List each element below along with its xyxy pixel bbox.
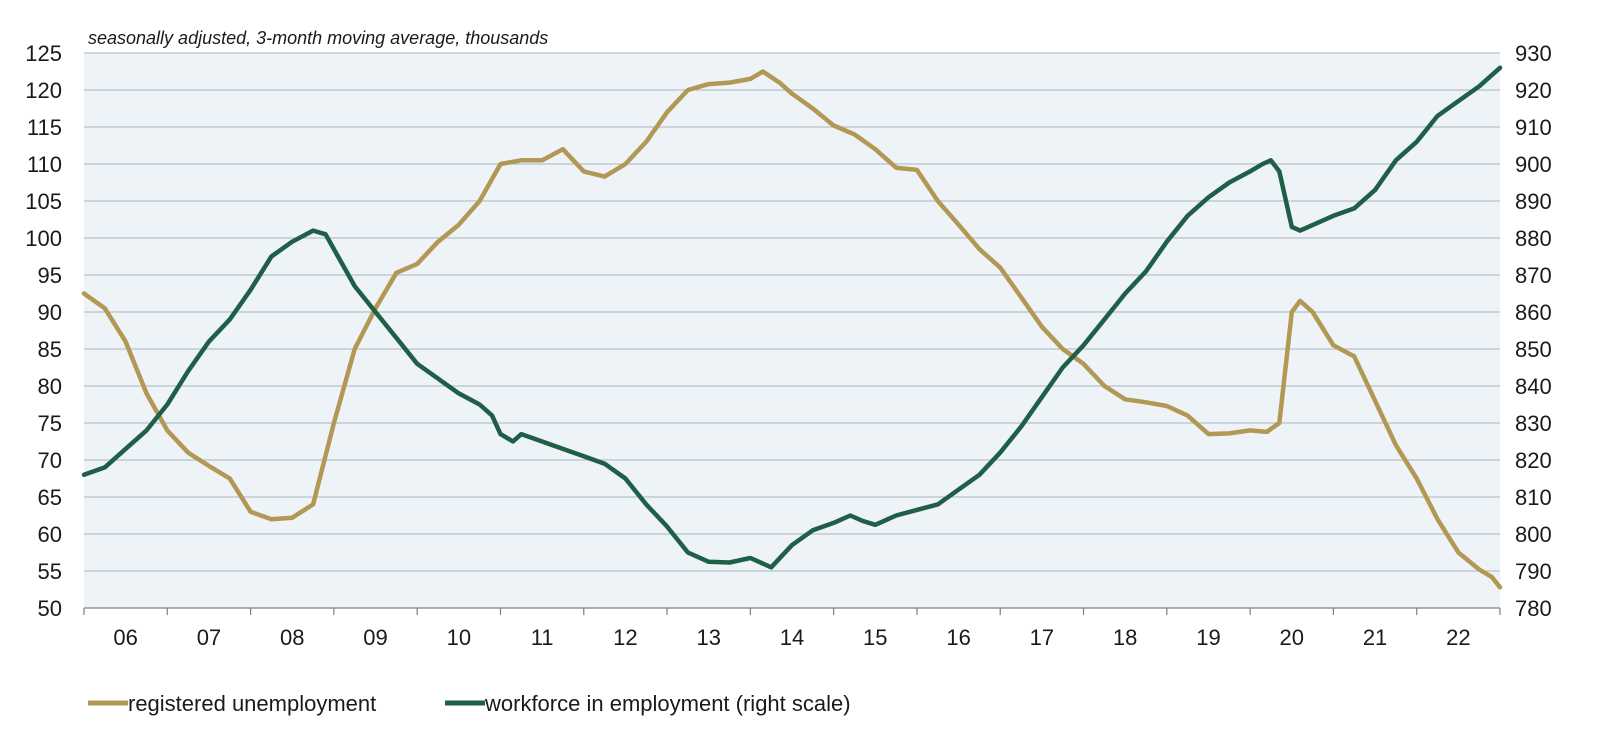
y-left-tick-label: 90	[38, 300, 62, 325]
y-left-tick-label: 70	[38, 448, 62, 473]
y-right-tick-label: 870	[1515, 263, 1552, 288]
y-right-tick-label: 830	[1515, 411, 1552, 436]
y-right-tick-label: 860	[1515, 300, 1552, 325]
left-axis-ticks: 50 55 60 65 70 75 80 85 90 95 100 105 110 115 120 125	[25, 41, 62, 621]
y-left-tick-label: 125	[25, 41, 62, 66]
x-tick-label: 20	[1280, 625, 1304, 650]
y-right-tick-label: 880	[1515, 226, 1552, 251]
x-axis: 06 07 08 09 10 11 12 13 14 15 16 17 18 19 20 21 22	[83, 607, 1501, 650]
y-left-tick-label: 105	[25, 189, 62, 214]
y-right-tick-label: 850	[1515, 337, 1552, 362]
x-tick-label: 12	[613, 625, 637, 650]
y-left-tick-label: 85	[38, 337, 62, 362]
y-left-tick-label: 65	[38, 485, 62, 510]
y-left-tick-label: 110	[27, 152, 62, 177]
x-tick-label: 06	[113, 625, 137, 650]
x-tick-label: 17	[1030, 625, 1054, 650]
y-left-tick-label: 55	[38, 559, 62, 584]
legend: registered unemployment workforce in emp…	[88, 691, 851, 716]
x-tick-label: 21	[1363, 625, 1387, 650]
x-tick-label: 11	[531, 625, 554, 650]
x-tick-label: 18	[1113, 625, 1137, 650]
x-tick-label: 07	[197, 625, 221, 650]
gridlines	[84, 52, 1500, 572]
y-right-tick-label: 840	[1515, 374, 1552, 399]
x-tick-label: 14	[780, 625, 804, 650]
series-lines	[81, 65, 1503, 590]
y-left-tick-label: 120	[25, 78, 62, 103]
x-tick-label: 22	[1446, 625, 1470, 650]
y-left-tick-label: 115	[27, 115, 62, 140]
x-tick-label: 19	[1196, 625, 1220, 650]
legend-label-unemployment: registered unemployment	[128, 691, 376, 716]
y-right-tick-label: 920	[1515, 78, 1552, 103]
x-tick-label: 16	[946, 625, 970, 650]
chart-subtitle: seasonally adjusted, 3-month moving aver…	[88, 28, 548, 48]
right-axis-ticks: 780 790 800 810 820 830 840 850 860 870 880 890 900 9…	[1515, 41, 1552, 621]
y-left-tick-label: 75	[38, 411, 62, 436]
y-left-tick-label: 50	[38, 596, 62, 621]
y-right-tick-label: 890	[1515, 189, 1552, 214]
y-right-tick-label: 900	[1515, 152, 1552, 177]
y-left-tick-label: 100	[25, 226, 62, 251]
series-line-employment	[81, 65, 1503, 570]
plot-area	[84, 53, 1500, 608]
legend-label-employment: workforce in employment (right scale)	[484, 691, 851, 716]
y-right-tick-label: 930	[1515, 41, 1552, 66]
y-right-tick-label: 820	[1515, 448, 1552, 473]
x-tick-label: 09	[363, 625, 387, 650]
y-right-tick-label: 910	[1515, 115, 1552, 140]
x-tick-label: 10	[447, 625, 471, 650]
y-right-tick-label: 780	[1515, 596, 1552, 621]
y-left-tick-label: 95	[38, 263, 62, 288]
x-tick-label: 15	[863, 625, 887, 650]
x-tick-label: 13	[696, 625, 720, 650]
y-left-tick-label: 60	[38, 522, 62, 547]
y-right-tick-label: 800	[1515, 522, 1552, 547]
y-right-tick-label: 790	[1515, 559, 1552, 584]
y-left-tick-label: 80	[38, 374, 62, 399]
x-tick-label: 08	[280, 625, 304, 650]
y-right-tick-label: 810	[1515, 485, 1552, 510]
series-line-unemployment	[81, 69, 1503, 590]
